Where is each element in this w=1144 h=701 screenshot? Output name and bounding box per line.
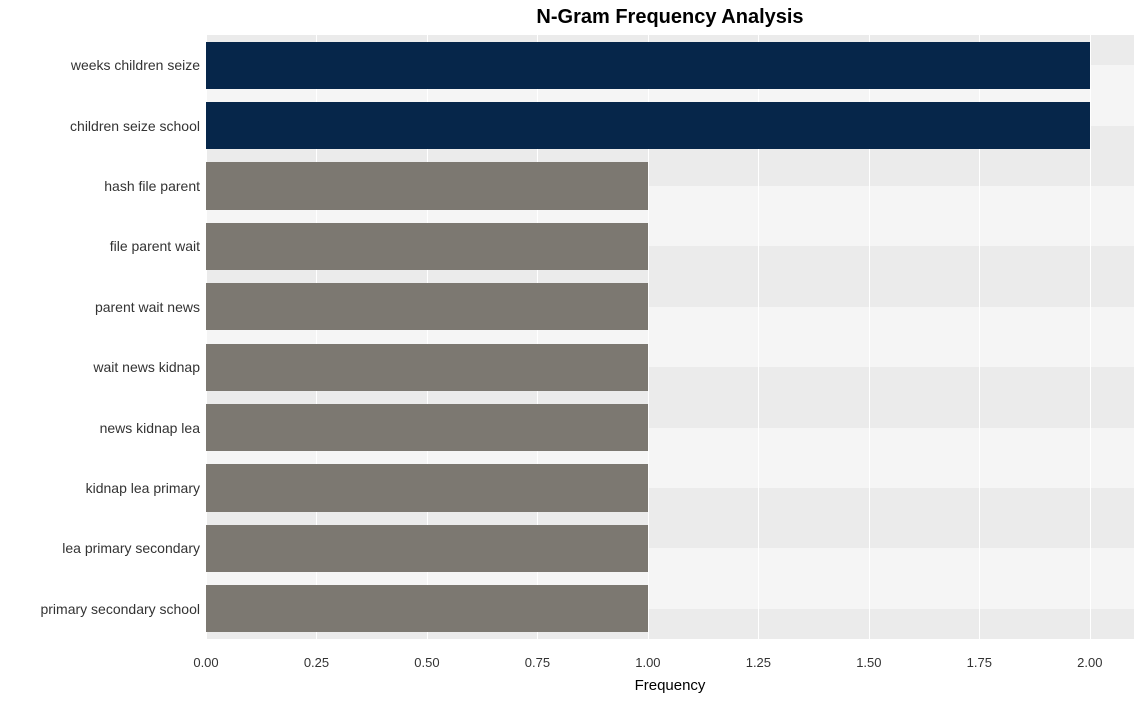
x-tick-label: 1.75 bbox=[967, 655, 992, 670]
bar bbox=[206, 162, 648, 209]
bar bbox=[206, 344, 648, 391]
x-tick-label: 2.00 bbox=[1077, 655, 1102, 670]
y-tick-label: children seize school bbox=[70, 118, 200, 134]
bar bbox=[206, 102, 1090, 149]
x-tick-label: 1.00 bbox=[635, 655, 660, 670]
y-tick-label: parent wait news bbox=[95, 299, 200, 315]
y-tick-label: lea primary secondary bbox=[62, 540, 200, 556]
x-tick-label: 0.75 bbox=[525, 655, 550, 670]
bar bbox=[206, 283, 648, 330]
ngram-frequency-chart: N-Gram Frequency Analysis Frequency week… bbox=[0, 0, 1144, 701]
plot-area bbox=[206, 35, 1134, 639]
y-tick-label: primary secondary school bbox=[40, 601, 200, 617]
y-tick-label: weeks children seize bbox=[71, 57, 200, 73]
x-tick-label: 0.25 bbox=[304, 655, 329, 670]
y-tick-label: wait news kidnap bbox=[93, 359, 200, 375]
y-tick-label: kidnap lea primary bbox=[86, 480, 200, 496]
x-tick-label: 1.25 bbox=[746, 655, 771, 670]
grid-line bbox=[1090, 35, 1091, 639]
x-axis-title: Frequency bbox=[635, 677, 706, 694]
x-tick-label: 1.50 bbox=[856, 655, 881, 670]
y-tick-label: file parent wait bbox=[110, 238, 200, 254]
y-tick-label: hash file parent bbox=[104, 178, 200, 194]
chart-title: N-Gram Frequency Analysis bbox=[536, 6, 803, 29]
bar bbox=[206, 42, 1090, 89]
bar bbox=[206, 525, 648, 572]
bar bbox=[206, 223, 648, 270]
bar bbox=[206, 404, 648, 451]
y-tick-label: news kidnap lea bbox=[100, 420, 200, 436]
x-tick-label: 0.00 bbox=[193, 655, 218, 670]
x-tick-label: 0.50 bbox=[414, 655, 439, 670]
bar bbox=[206, 585, 648, 632]
bar bbox=[206, 464, 648, 511]
